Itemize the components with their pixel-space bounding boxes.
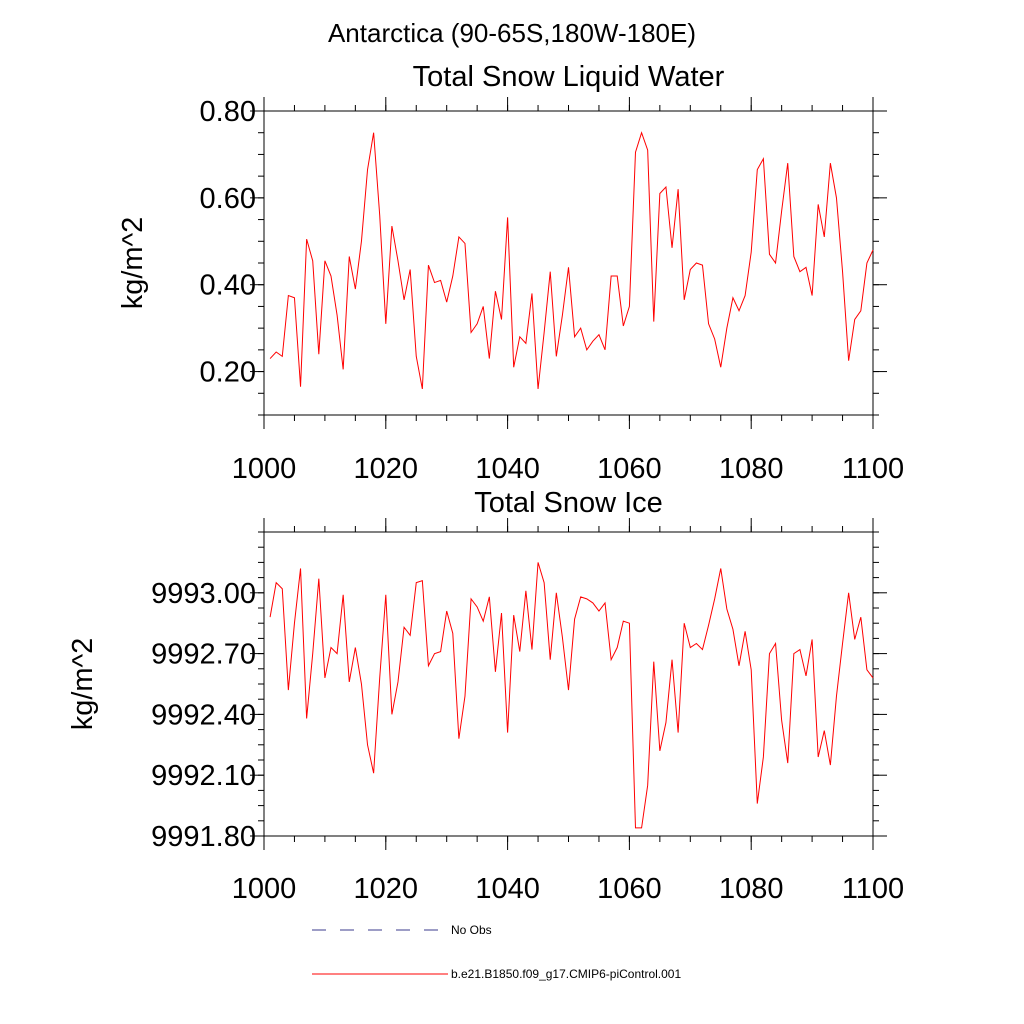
y-tick-label: 0.60 bbox=[200, 183, 256, 215]
panel-snow-ice: Total Snow Ice kg/m^2 9991.80 9992.10 9992.4… bbox=[67, 487, 904, 905]
x-tick-label: 1100 bbox=[842, 453, 904, 485]
x-tick-label: 1100 bbox=[842, 873, 904, 905]
x-tick-label: 1080 bbox=[719, 453, 784, 485]
x-tick-label: 1060 bbox=[597, 873, 662, 905]
y-tick-label: 9993.00 bbox=[151, 578, 256, 610]
panel-snow-liquid-water: Total Snow Liquid Water kg/m^2 0.20 0.40 0.6… bbox=[117, 61, 904, 485]
legend: No Obs b.e21.B1850.f09_g17.CMIP6-piContr… bbox=[312, 923, 681, 981]
y-axis-label: kg/m^2 bbox=[67, 638, 99, 731]
legend-obs-label: No Obs bbox=[451, 923, 492, 937]
x-tick-label: 1000 bbox=[232, 453, 297, 485]
y-tick-label: 0.20 bbox=[200, 357, 256, 389]
x-tick-label: 1060 bbox=[597, 453, 662, 485]
x-tick-label: 1020 bbox=[354, 453, 419, 485]
series-line bbox=[269, 131, 874, 390]
x-tick-label: 1040 bbox=[475, 873, 540, 905]
legend-series-label: b.e21.B1850.f09_g17.CMIP6-piControl.001 bbox=[451, 967, 681, 981]
y-axis-label: kg/m^2 bbox=[117, 217, 149, 310]
y-tick-label: 9991.80 bbox=[151, 821, 256, 853]
y-tick-label: 0.40 bbox=[200, 270, 256, 302]
series-line bbox=[269, 562, 874, 829]
plot-frame bbox=[263, 110, 874, 416]
x-tick-label: 1020 bbox=[354, 873, 419, 905]
chart-title: Total Snow Ice bbox=[474, 487, 663, 519]
x-tick-label: 1080 bbox=[719, 873, 784, 905]
plot-frame bbox=[263, 531, 874, 837]
page-title: Antarctica (90-65S,180W-180E) bbox=[328, 18, 696, 48]
y-tick-label: 0.80 bbox=[200, 96, 256, 128]
chart-title: Total Snow Liquid Water bbox=[413, 61, 725, 93]
y-tick-label: 9992.40 bbox=[151, 699, 256, 731]
x-tick-label: 1000 bbox=[232, 873, 297, 905]
x-tick-label: 1040 bbox=[475, 453, 540, 485]
y-tick-label: 9992.70 bbox=[151, 639, 256, 671]
y-tick-label: 9992.10 bbox=[151, 760, 256, 792]
